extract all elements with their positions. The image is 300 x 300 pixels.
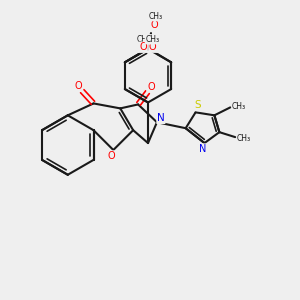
Text: O: O	[147, 82, 155, 92]
Text: S: S	[194, 100, 201, 110]
Text: N: N	[157, 113, 165, 123]
Text: CH₃: CH₃	[145, 35, 159, 44]
Text: CH₃: CH₃	[137, 35, 151, 44]
Text: CH₃: CH₃	[232, 102, 246, 111]
Text: O: O	[150, 20, 158, 30]
Text: CH₃: CH₃	[237, 134, 251, 142]
Text: N: N	[199, 144, 206, 154]
Text: O: O	[107, 151, 115, 161]
Text: O: O	[75, 81, 82, 91]
Text: CH₃: CH₃	[149, 12, 163, 21]
Text: O: O	[140, 42, 147, 52]
Text: O: O	[149, 42, 157, 52]
